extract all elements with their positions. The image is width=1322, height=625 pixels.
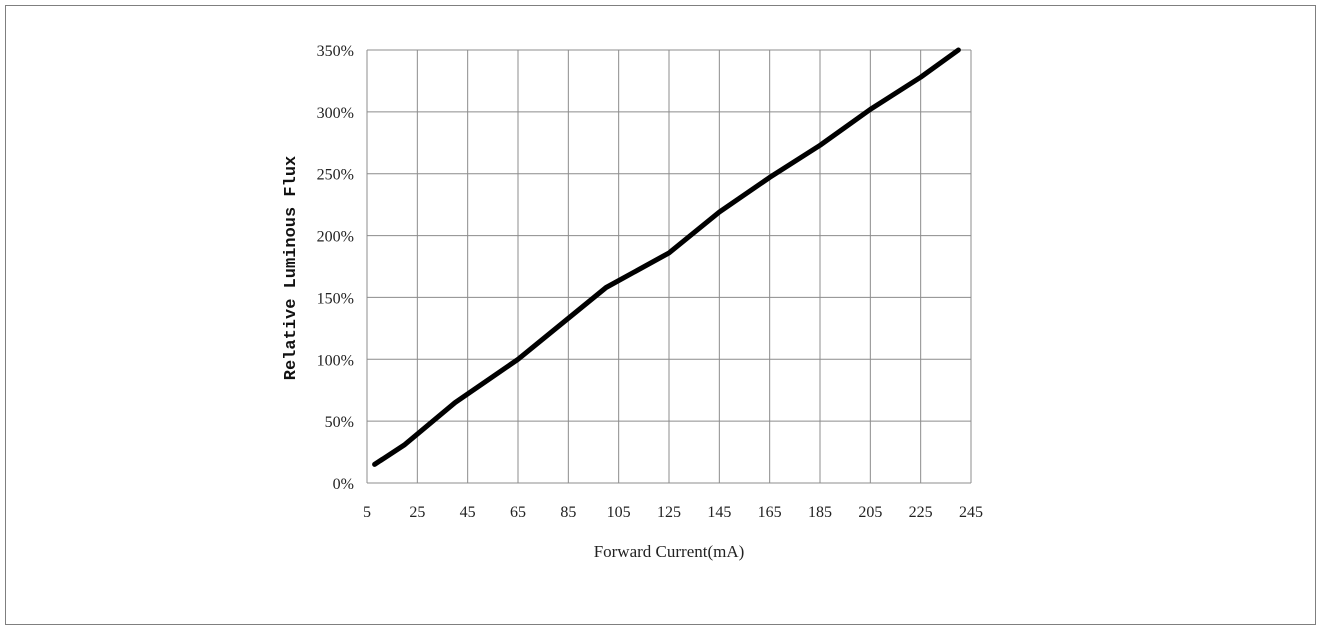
x-tick-label: 5	[363, 504, 371, 521]
x-tick-label: 245	[959, 504, 983, 521]
x-tick-label: 225	[909, 504, 933, 521]
y-tick-label: 0%	[333, 476, 354, 493]
y-tick-label: 100%	[317, 352, 354, 369]
y-tick-label: 300%	[317, 105, 354, 122]
y-axis-label: Relative Luminous Flux	[282, 156, 301, 380]
series-line	[372, 47, 961, 467]
x-tick-label: 205	[858, 504, 882, 521]
x-tick-label: 85	[560, 504, 576, 521]
x-tick-label: 105	[607, 504, 631, 521]
y-tick-labels: 0% 50% 100% 150% 200% 250% 300% 350%	[317, 43, 354, 493]
x-tick-label: 45	[460, 504, 476, 521]
grid	[366, 49, 972, 484]
y-tick-label: 150%	[317, 290, 354, 307]
x-tick-label: 65	[510, 504, 526, 521]
y-tick-label: 50%	[325, 414, 354, 431]
y-tick-label: 200%	[317, 229, 354, 246]
x-tick-labels: 5 25 45 65 85 105 125 145 165 185 205 225 245	[363, 504, 983, 521]
x-tick-label: 125	[657, 504, 681, 521]
series-group	[372, 47, 961, 467]
x-tick-label: 165	[758, 504, 782, 521]
y-tick-label: 250%	[317, 167, 354, 184]
x-tick-label: 25	[409, 504, 425, 521]
x-axis-label: Forward Current(mA)	[594, 542, 745, 561]
x-tick-label: 145	[707, 504, 731, 521]
y-tick-label: 350%	[317, 43, 354, 60]
chart-frame	[5, 5, 1316, 625]
x-tick-label: 185	[808, 504, 832, 521]
